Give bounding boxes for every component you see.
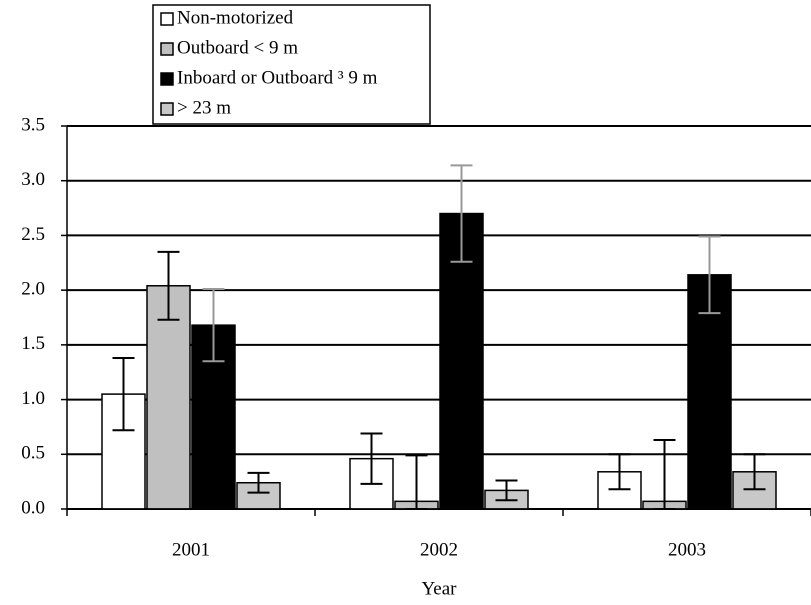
y-tick-label: 2.0 — [21, 279, 45, 300]
error-bar — [743, 453, 766, 491]
error-bar — [157, 250, 180, 321]
y-tick-label: 3.5 — [21, 114, 45, 135]
legend-label: Inboard or Outboard ³ 9 m — [177, 67, 378, 88]
bar — [439, 212, 484, 510]
y-tick-label: 0.5 — [21, 443, 45, 464]
legend-swatch — [160, 42, 174, 56]
error-bar — [608, 453, 631, 491]
error-bar — [653, 439, 676, 510]
bar — [597, 471, 642, 510]
x-tick-label: 2002 — [420, 539, 458, 560]
y-tick-label: 3.0 — [21, 169, 45, 190]
y-tick-label: 2.5 — [21, 224, 45, 245]
bar — [146, 285, 191, 510]
legend-swatch — [160, 102, 174, 116]
error-bar — [450, 164, 473, 263]
legend-label: > 23 m — [177, 97, 231, 118]
error-bar — [495, 479, 518, 502]
legend-box — [152, 4, 431, 125]
y-tick-label: 1.0 — [21, 388, 45, 409]
x-tick-label: 2001 — [172, 539, 210, 560]
legend-label: Non-motorized — [177, 7, 294, 28]
error-bar — [247, 471, 270, 494]
x-axis-label: Year — [421, 578, 457, 599]
legend-swatch — [160, 72, 174, 86]
legend-swatch — [160, 12, 174, 26]
y-tick-label: 1.5 — [21, 333, 45, 354]
error-bar — [112, 356, 135, 432]
error-bar — [202, 288, 225, 363]
error-bar — [698, 235, 721, 315]
y-tick-label: 0.0 — [21, 497, 45, 518]
legend-label: Outboard < 9 m — [177, 37, 298, 58]
error-bar — [360, 432, 383, 485]
x-tick-label: 2003 — [668, 539, 706, 560]
